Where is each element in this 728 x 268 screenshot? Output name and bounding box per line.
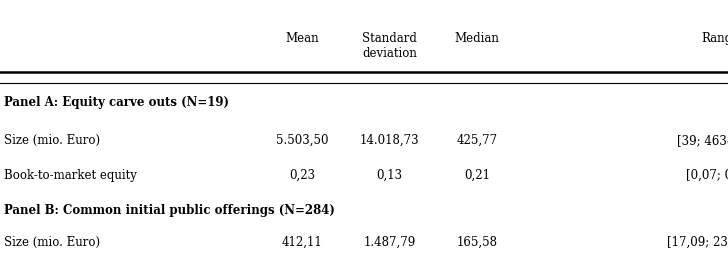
- Text: Median: Median: [454, 32, 499, 45]
- Text: [0,07; 0,61]: [0,07; 0,61]: [686, 169, 728, 182]
- Text: Size (mio. Euro): Size (mio. Euro): [4, 236, 100, 249]
- Text: Size (mio. Euro): Size (mio. Euro): [4, 134, 100, 147]
- Text: Panel A: Equity carve outs (N=19): Panel A: Equity carve outs (N=19): [4, 96, 229, 110]
- Text: 0,13: 0,13: [376, 169, 403, 182]
- Text: 425,77: 425,77: [456, 134, 497, 147]
- Text: 14.018,73: 14.018,73: [360, 134, 419, 147]
- Text: 165,58: 165,58: [456, 236, 497, 249]
- Text: Mean: Mean: [285, 32, 319, 45]
- Text: [39; 46384.22]: [39; 46384.22]: [677, 134, 728, 147]
- Text: Book-to-market equity: Book-to-market equity: [4, 169, 137, 182]
- Text: [17,09; 23880,69]: [17,09; 23880,69]: [668, 236, 728, 249]
- Text: 5.503,50: 5.503,50: [276, 134, 328, 147]
- Text: Standard
deviation: Standard deviation: [362, 32, 417, 60]
- Text: 1.487,79: 1.487,79: [363, 236, 416, 249]
- Text: Panel B: Common initial public offerings (N=284): Panel B: Common initial public offerings…: [4, 204, 334, 217]
- Text: Range: Range: [702, 32, 728, 45]
- Text: 0,23: 0,23: [289, 169, 315, 182]
- Text: 412,11: 412,11: [282, 236, 323, 249]
- Text: 0,21: 0,21: [464, 169, 490, 182]
